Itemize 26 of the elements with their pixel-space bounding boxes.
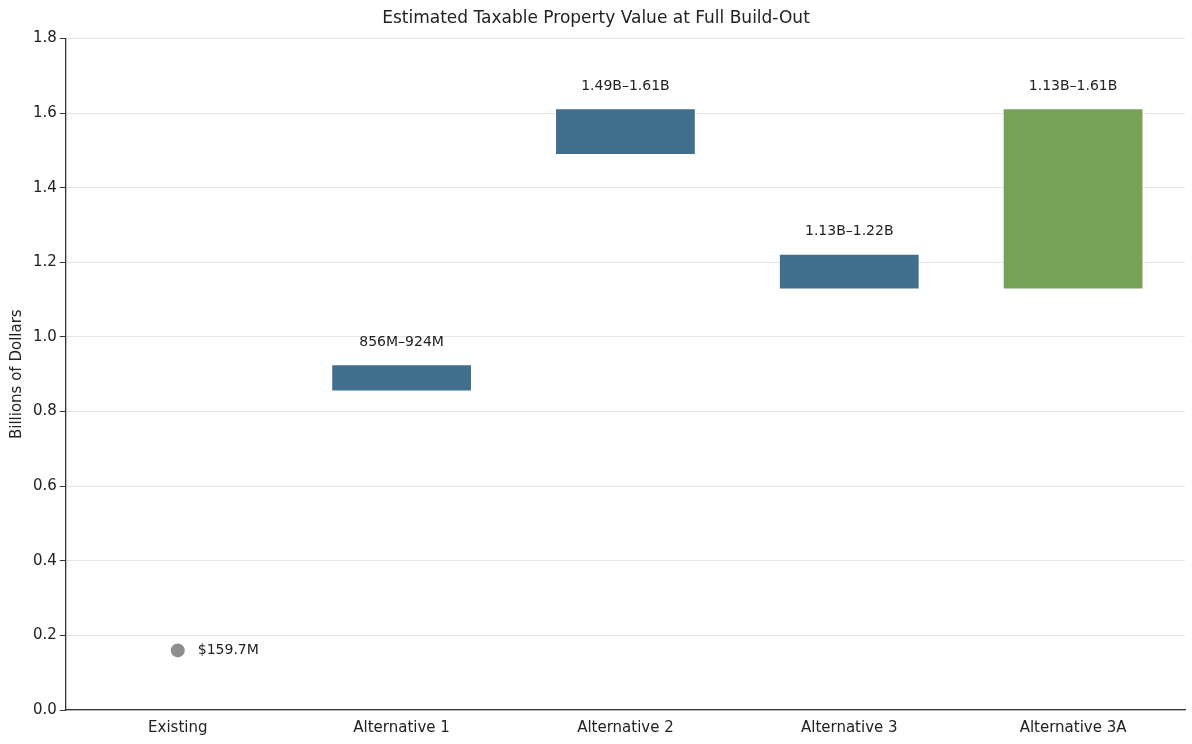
annotation: 1.13B–1.61B	[1028, 76, 1118, 93]
y-tick-label: 0.2	[33, 625, 57, 644]
bar	[332, 365, 471, 391]
annotation: 856M–924M	[359, 332, 444, 349]
y-tick-label: 0.6	[33, 476, 57, 495]
x-tick-label: Alternative 2	[577, 717, 674, 736]
x-tick-label: Alternative 1	[353, 717, 450, 736]
bar	[779, 254, 919, 289]
annotation: 1.13B–1.22B	[804, 222, 894, 239]
y-tick-label: 1.0	[33, 326, 57, 345]
bar	[1003, 109, 1143, 289]
x-tick-label: Alternative 3	[800, 717, 898, 736]
y-tick-label: 1.4	[33, 177, 57, 196]
chart-title: Estimated Taxable Property Value at Full Build-Out	[382, 6, 811, 27]
bar	[556, 109, 695, 155]
y-tick-label: 0.0	[33, 699, 57, 718]
annotation: 1.49B–1.61B	[581, 76, 670, 93]
y-tick-label: 1.8	[33, 28, 57, 47]
x-tick-label: Alternative 3A	[1019, 717, 1128, 736]
y-tick-label: 0.4	[33, 550, 57, 569]
y-tick-label: 1.6	[33, 102, 57, 121]
annotation: $159.7M	[197, 641, 259, 658]
y-tick-label: 0.8	[33, 401, 57, 420]
y-tick-label: 1.2	[33, 252, 57, 271]
x-tick-label: Existing	[148, 717, 208, 736]
y-axis-title: Billions of Dollars	[6, 309, 25, 440]
